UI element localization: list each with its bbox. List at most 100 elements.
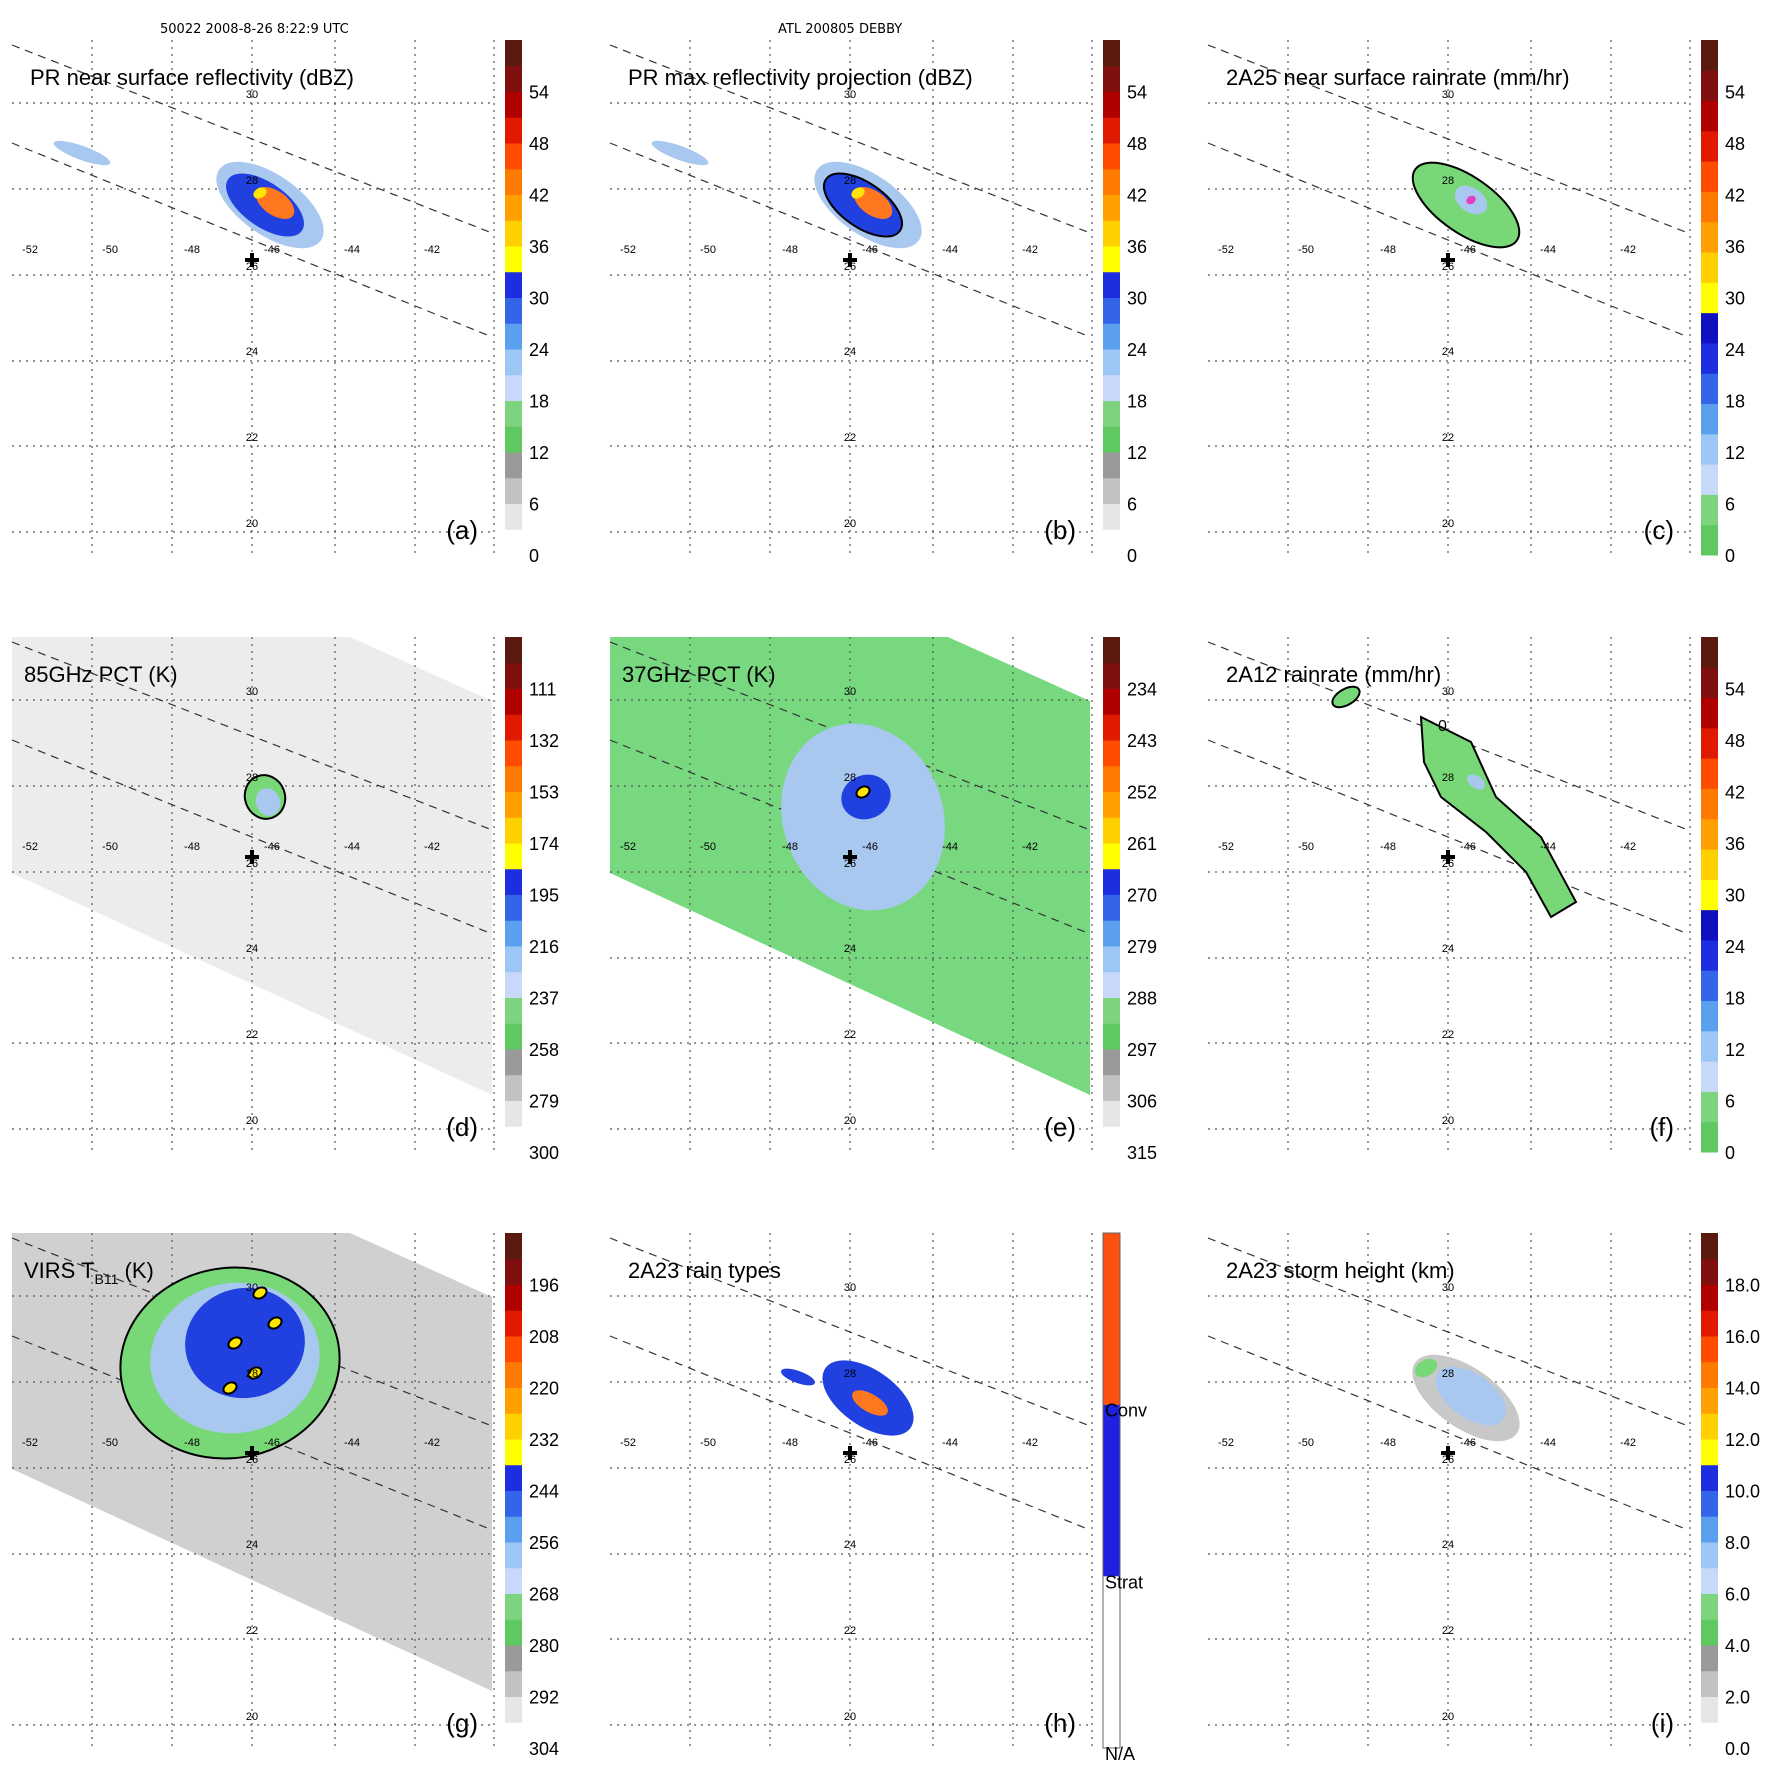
swath-edge-south	[1207, 1335, 1689, 1531]
latitude-label: 20	[246, 1711, 258, 1723]
colorbar-segment	[1701, 70, 1718, 102]
colorbar-segment	[505, 400, 522, 427]
panel-title: PR near surface reflectivity (dBZ)	[30, 65, 354, 90]
longitude-label: -50	[102, 841, 118, 853]
latitude-label: 24	[1442, 943, 1454, 955]
longitude-label: -48	[782, 841, 798, 853]
longitude-label: -46	[1460, 841, 1476, 853]
latitude-label: 24	[844, 943, 856, 955]
colorbar-segment	[505, 1696, 522, 1723]
panel-tag: (e)	[1044, 1112, 1076, 1142]
panel-title: PR max reflectivity projection (dBZ)	[628, 65, 973, 90]
colorbar-segment	[1103, 400, 1120, 427]
plus-marker-icon	[1441, 253, 1455, 267]
latitude-label: 30	[844, 686, 856, 698]
longitude-label: -52	[1218, 841, 1234, 853]
longitude-label: -50	[1298, 244, 1314, 256]
colorbar-label: 36	[1725, 834, 1745, 854]
colorbar-label: 270	[1127, 886, 1157, 906]
longitude-label: -44	[344, 244, 360, 256]
colorbar-segment	[505, 1284, 522, 1311]
colorbar-segment	[505, 843, 522, 870]
colorbar-segment	[1701, 1030, 1718, 1062]
swath-edge-south	[1207, 142, 1689, 338]
latitude-label: 30	[246, 686, 258, 698]
plus-marker-icon	[1441, 1446, 1455, 1460]
longitude-label: -44	[1540, 244, 1556, 256]
colorbar-label: 232	[529, 1430, 559, 1450]
colorbar-label: 12.0	[1725, 1430, 1760, 1450]
colorbar-label: 42	[1725, 783, 1745, 803]
colorbar-segment	[1103, 117, 1120, 144]
colorbar-label: 12	[529, 443, 549, 463]
colorbar-segment	[505, 40, 522, 67]
colorbar-segment	[1103, 271, 1120, 298]
plus-marker-icon	[1441, 850, 1455, 864]
latitude-label: 20	[246, 518, 258, 530]
longitude-label: -46	[1460, 1437, 1476, 1449]
colorbar-segment	[1103, 791, 1120, 818]
panel-title: 2A12 rainrate (mm/hr)	[1226, 662, 1441, 687]
longitude-label: -44	[344, 1437, 360, 1449]
longitude-label: -44	[344, 841, 360, 853]
rain-core-heavy	[1466, 195, 1476, 205]
longitude-label: -42	[1620, 841, 1636, 853]
colorbar-segment	[505, 1439, 522, 1466]
colorbar-segment	[505, 529, 522, 556]
colorbar-segment	[505, 1464, 522, 1491]
latitude-label: 28	[246, 1368, 258, 1380]
panel-title: VIRS TB11 (K)	[24, 1258, 154, 1287]
colorbar-segment	[505, 1336, 522, 1363]
panel-title: 85GHz PCT (K)	[24, 662, 178, 687]
latitude-label: 22	[844, 1625, 856, 1637]
swath-background	[12, 637, 492, 1095]
colorbar: 0 6 12 18 24 30 36 42 48 54	[1701, 40, 1745, 566]
echo-patch-west	[53, 140, 111, 166]
colorbar-segment	[505, 1387, 522, 1414]
colorbar-segment	[1701, 1061, 1718, 1092]
colorbar-segment	[1701, 433, 1718, 465]
swath-edge-south	[11, 739, 493, 935]
colorbar-label: 36	[529, 237, 549, 257]
panel-h: -52-50-48-46-44-423028262422202A23 rain …	[609, 1232, 1147, 1764]
colorbar-segment	[1103, 40, 1120, 67]
latitude-label: 28	[1442, 1368, 1454, 1380]
echo-core-strong	[255, 187, 295, 219]
colorbar-label: 30	[529, 289, 549, 309]
panel-a: -52-50-48-46-44-42302826242220PR near su…	[11, 40, 549, 566]
colorbar-segment	[505, 1722, 522, 1749]
colorbar-segment	[1103, 688, 1120, 715]
colorbar-segment	[505, 971, 522, 998]
colorbar-segment	[1701, 373, 1718, 405]
colorbar-segment	[1103, 1576, 1120, 1748]
longitude-label: -48	[184, 841, 200, 853]
colorbar-label: 48	[1127, 134, 1147, 154]
colorbar-segment	[505, 1100, 522, 1127]
longitude-label: -48	[782, 244, 798, 256]
colorbar-segment	[1701, 1593, 1718, 1620]
colorbar-label: 244	[529, 1482, 559, 1502]
colorbar-segment	[505, 1074, 522, 1101]
colorbar-segment	[505, 1310, 522, 1337]
latitude-label: 24	[246, 1539, 258, 1551]
colorbar-segment	[1701, 524, 1718, 556]
colorbar-segment	[1701, 849, 1718, 880]
latitude-label: 24	[1442, 346, 1454, 358]
latitude-label: 20	[246, 1115, 258, 1127]
colorbar-segment	[1701, 788, 1718, 820]
latitude-label: 30	[246, 1282, 258, 1294]
longitude-label: -52	[620, 244, 636, 256]
colorbar-label: 14.0	[1725, 1379, 1760, 1399]
colorbar-segment	[1103, 971, 1120, 998]
swath-edge-south	[609, 142, 1091, 338]
colorbar-segment	[1103, 946, 1120, 973]
longitude-label: -48	[184, 1437, 200, 1449]
colorbar-segment	[1103, 194, 1120, 221]
colorbar-segment	[1701, 1439, 1718, 1466]
rain-swath-2a12	[1419, 715, 1578, 919]
longitude-label: -52	[1218, 244, 1234, 256]
colorbar-segment	[1701, 909, 1718, 941]
colorbar-segment	[505, 662, 522, 689]
latitude-label: 22	[246, 432, 258, 444]
latitude-label: 28	[844, 1368, 856, 1380]
